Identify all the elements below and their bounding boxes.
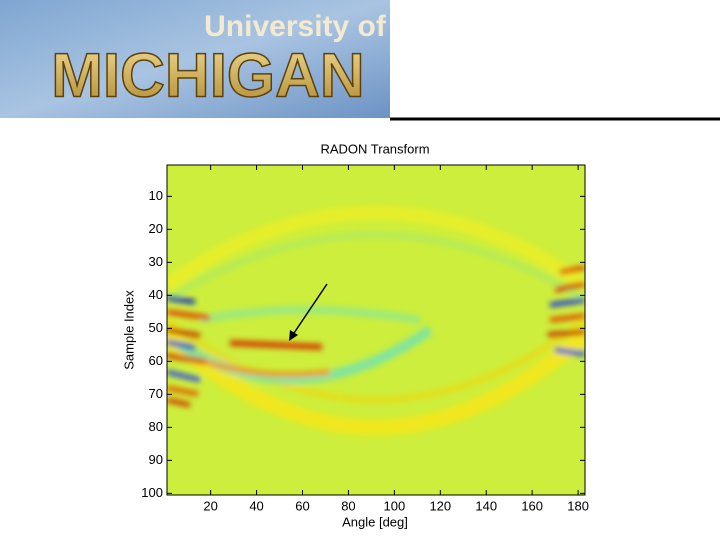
x-tick-label: 20 (203, 498, 217, 513)
y-tick-label: 60 (149, 353, 163, 368)
y-tick-label: 30 (149, 254, 163, 269)
y-tick-label: 10 (149, 188, 163, 203)
x-tick-label: 160 (521, 498, 543, 513)
x-tick-label: 100 (384, 498, 406, 513)
y-tick-label: 20 (149, 221, 163, 236)
axes (166, 164, 586, 496)
y-tick-label: 80 (149, 419, 163, 434)
x-axis-label: Angle [deg] (342, 514, 408, 529)
image-background (167, 165, 585, 495)
annotation-arrowhead (289, 330, 298, 341)
y-tick-label: 40 (149, 287, 163, 302)
annotation-arrow (291, 283, 328, 337)
chart-title: RADON Transform (320, 141, 429, 156)
axes-frame (166, 164, 586, 496)
x-tick-label: 120 (429, 498, 451, 513)
radon-image (167, 205, 585, 436)
logo-line1: University of (204, 10, 387, 43)
y-tick-label: 70 (149, 386, 163, 401)
y-tick-label: 90 (149, 452, 163, 467)
x-tick-label: 140 (475, 498, 497, 513)
x-tick-label: 60 (295, 498, 309, 513)
x-tick-label: 180 (567, 498, 589, 513)
x-tick-label: 40 (249, 498, 263, 513)
y-tick-label: 50 (149, 320, 163, 335)
y-axis-label: Sample Index (121, 290, 136, 370)
y-tick-label: 100 (141, 485, 163, 500)
x-tick-label: 80 (341, 498, 355, 513)
logo-background (0, 0, 390, 118)
logo-line2: MICHIGAN (51, 41, 364, 110)
